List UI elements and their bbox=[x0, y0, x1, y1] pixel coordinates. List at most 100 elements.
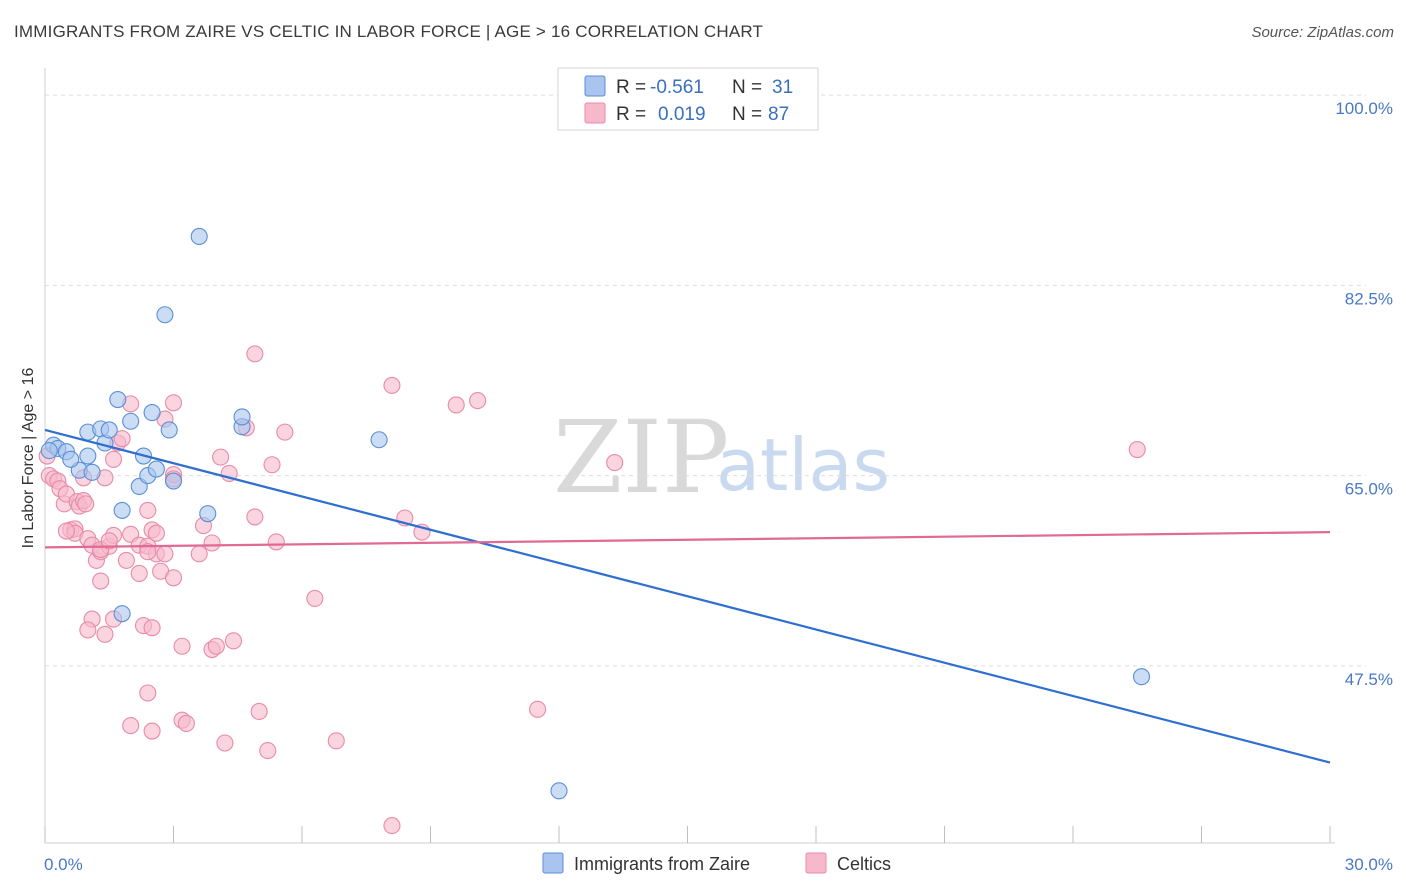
data-point bbox=[370, 431, 388, 449]
data-point bbox=[173, 637, 191, 655]
data-point bbox=[164, 472, 183, 490]
data-point bbox=[113, 605, 131, 623]
data-point bbox=[122, 717, 140, 735]
data-point bbox=[190, 545, 208, 563]
data-point bbox=[250, 702, 268, 721]
data-point bbox=[606, 454, 624, 472]
data-point bbox=[190, 227, 208, 246]
data-point bbox=[109, 390, 127, 409]
data-point bbox=[139, 543, 157, 561]
watermark: ZIP atlas bbox=[553, 399, 890, 516]
data-point bbox=[83, 463, 101, 481]
data-point bbox=[263, 456, 281, 474]
data-point bbox=[40, 442, 58, 460]
data-point bbox=[147, 524, 165, 542]
data-point bbox=[143, 404, 161, 422]
data-point bbox=[122, 412, 140, 430]
data-point bbox=[147, 460, 165, 478]
data-point bbox=[143, 722, 161, 740]
series-zaire-points bbox=[40, 227, 1151, 800]
data-point bbox=[383, 817, 401, 835]
data-point bbox=[327, 732, 345, 750]
trend-line-celtics bbox=[44, 531, 1331, 549]
data-point bbox=[306, 589, 324, 607]
data-point bbox=[130, 564, 148, 582]
trend-lines bbox=[44, 428, 1331, 764]
data-point bbox=[199, 505, 217, 523]
y-tick-label: 65.0% bbox=[1345, 480, 1393, 499]
legend-r-label-zaire: R = bbox=[616, 77, 646, 98]
data-point bbox=[156, 306, 174, 324]
watermark-atlas: atlas bbox=[716, 423, 890, 507]
data-point bbox=[203, 534, 221, 552]
data-point bbox=[216, 734, 234, 752]
data-point bbox=[113, 501, 131, 519]
data-point bbox=[100, 532, 118, 550]
data-point bbox=[117, 551, 135, 569]
stats-legend: R = -0.561 N = 31 R = 0.019 N = 87 bbox=[557, 67, 819, 131]
y-tick-label: 100.0% bbox=[1335, 99, 1393, 118]
data-point bbox=[529, 700, 547, 718]
data-point bbox=[1128, 440, 1146, 459]
data-point bbox=[164, 394, 183, 412]
series-legend-swatch-zaire bbox=[542, 852, 564, 874]
data-point bbox=[233, 408, 251, 426]
legend-swatch-zaire bbox=[584, 75, 606, 97]
chart-source: Source: ZipAtlas.com bbox=[1251, 24, 1394, 41]
y-axis-label: In Labor Force | Age > 16 bbox=[20, 368, 37, 549]
data-point bbox=[469, 392, 487, 410]
watermark-zip: ZIP bbox=[553, 399, 729, 516]
data-point bbox=[224, 632, 243, 650]
data-point bbox=[92, 572, 110, 590]
legend-r-value-celtics: 0.019 bbox=[658, 104, 706, 125]
series-legend-label-celtics: Celtics bbox=[837, 854, 891, 874]
data-point bbox=[104, 450, 123, 468]
data-point bbox=[79, 447, 97, 465]
x-tick-label-max: 30.0% bbox=[1345, 855, 1393, 874]
data-point bbox=[212, 448, 230, 466]
data-point bbox=[79, 621, 97, 639]
gridlines bbox=[45, 94, 1366, 667]
trend-line-zaire bbox=[44, 428, 1331, 764]
legend-swatch-celtics bbox=[584, 102, 606, 124]
data-point bbox=[383, 376, 401, 394]
x-axis-ticks bbox=[44, 826, 1331, 843]
x-tick-label-min: 0.0% bbox=[44, 855, 83, 874]
data-point bbox=[100, 421, 118, 439]
data-point bbox=[113, 430, 131, 448]
data-point bbox=[143, 619, 161, 637]
y-tick-label: 47.5% bbox=[1345, 670, 1393, 689]
data-point bbox=[77, 495, 95, 513]
data-point bbox=[276, 423, 294, 441]
legend-n-value-celtics: 87 bbox=[768, 104, 789, 125]
data-point bbox=[156, 545, 174, 563]
data-point bbox=[259, 742, 277, 760]
series-legend-label-zaire: Immigrants from Zaire bbox=[574, 854, 750, 874]
legend-n-value-zaire: 31 bbox=[772, 77, 793, 98]
data-point bbox=[246, 345, 264, 363]
data-point bbox=[139, 501, 157, 519]
data-point bbox=[164, 569, 183, 587]
legend-r-label-celtics: R = bbox=[616, 104, 646, 125]
series-legend-swatch-celtics bbox=[805, 852, 827, 874]
data-point bbox=[207, 637, 225, 655]
data-point bbox=[447, 396, 465, 414]
legend-n-label-celtics: N = bbox=[732, 104, 762, 125]
data-point bbox=[160, 421, 178, 439]
legend-r-value-zaire: -0.561 bbox=[650, 77, 704, 98]
data-point bbox=[57, 522, 75, 540]
y-axis-tick-labels: 100.0% 82.5% 65.0% 47.5% bbox=[1335, 99, 1393, 689]
data-point bbox=[246, 508, 264, 526]
data-point bbox=[1132, 668, 1151, 686]
data-point bbox=[550, 782, 568, 800]
data-points bbox=[38, 227, 1151, 835]
y-tick-label: 82.5% bbox=[1345, 289, 1393, 308]
chart-title: IMMIGRANTS FROM ZAIRE VS CELTIC IN LABOR… bbox=[14, 22, 764, 41]
legend-n-label-zaire: N = bbox=[732, 77, 762, 98]
data-point bbox=[267, 533, 285, 551]
data-point bbox=[62, 450, 80, 468]
series-legend: Immigrants from Zaire Celtics bbox=[542, 852, 891, 874]
data-point bbox=[96, 625, 114, 643]
data-point bbox=[139, 684, 157, 702]
